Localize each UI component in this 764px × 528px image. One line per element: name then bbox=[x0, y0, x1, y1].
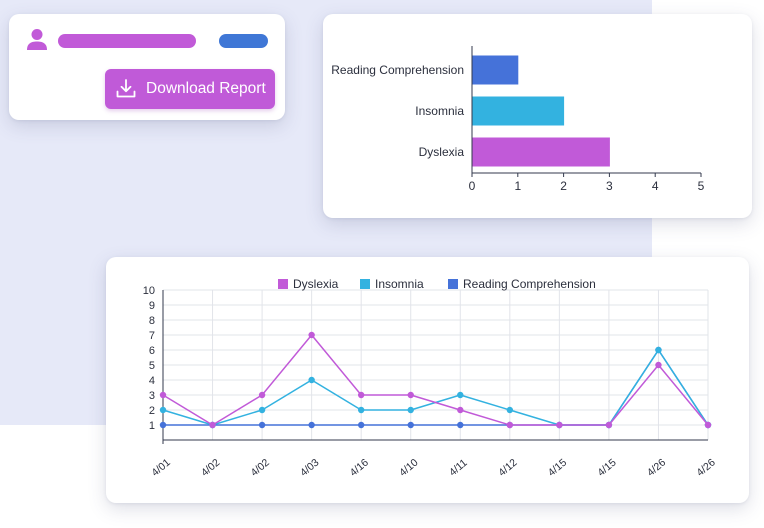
data-point bbox=[159, 421, 167, 429]
line-y-tick-label: 8 bbox=[149, 315, 155, 327]
data-point bbox=[258, 406, 266, 414]
line-y-tick-label: 9 bbox=[149, 300, 155, 312]
bar-x-tick-label: 5 bbox=[698, 179, 705, 193]
series-line-reading-comprehension bbox=[163, 349, 709, 426]
bar-x-tick-label: 1 bbox=[514, 179, 521, 193]
legend-swatch bbox=[278, 279, 288, 289]
line-x-tick-label: 4/26 bbox=[694, 456, 717, 478]
bar-x-tick-label: 4 bbox=[652, 179, 659, 193]
line-x-tick-label: 4/12 bbox=[496, 456, 519, 478]
data-point bbox=[357, 406, 365, 414]
line-x-tick-label: 4/01 bbox=[149, 456, 172, 478]
bar-chart: Reading Comprehension Insomnia Dyslexia 0 1 2… bbox=[331, 46, 705, 193]
data-point bbox=[159, 406, 167, 414]
bar bbox=[472, 96, 565, 126]
data-point bbox=[655, 361, 662, 369]
user-icon bbox=[27, 29, 47, 50]
data-point bbox=[258, 391, 266, 399]
data-point bbox=[407, 421, 414, 429]
user-status-pill bbox=[219, 34, 268, 48]
data-point bbox=[556, 421, 563, 429]
line-x-tick-label: 4/02 bbox=[248, 456, 271, 478]
data-point bbox=[357, 391, 365, 399]
series-line-dyslexia bbox=[162, 334, 709, 426]
line-x-tick-label: 4/15 bbox=[595, 456, 618, 478]
user-card: Download Report bbox=[9, 14, 285, 120]
data-point bbox=[605, 421, 613, 429]
bar-category-label: Dyslexia bbox=[419, 145, 465, 159]
line-chart-card: 1 2 3 4 5 6 7 8 9 10 4/01 4/02 4/02 4/03 4/16 4/10 4/11 4… bbox=[106, 257, 749, 503]
user-name-placeholder bbox=[58, 34, 196, 48]
data-point bbox=[506, 406, 514, 414]
legend-swatch bbox=[448, 279, 458, 289]
legend-label: Dyslexia bbox=[293, 277, 339, 291]
data-point bbox=[258, 421, 266, 429]
line-x-tick-label: 4/15 bbox=[546, 456, 569, 478]
download-report-label: Download Report bbox=[146, 80, 266, 97]
legend-label: Insomnia bbox=[375, 277, 424, 291]
line-y-tick-label: 7 bbox=[149, 330, 155, 342]
line-x-tick-label: 4/03 bbox=[298, 456, 321, 478]
data-point bbox=[357, 421, 365, 429]
bar-x-tick-label: 2 bbox=[560, 179, 567, 193]
line-y-tick-label: 3 bbox=[149, 390, 155, 402]
data-point bbox=[308, 331, 315, 339]
bar bbox=[472, 137, 610, 167]
data-point bbox=[457, 391, 464, 399]
bar-x-tick-label: 3 bbox=[606, 179, 613, 193]
data-point bbox=[407, 406, 414, 414]
download-report-button[interactable]: Download Report bbox=[105, 69, 275, 109]
data-point bbox=[506, 421, 514, 429]
download-icon bbox=[116, 79, 136, 98]
line-y-tick-label: 5 bbox=[149, 360, 155, 372]
line-y-tick-label: 2 bbox=[149, 405, 155, 417]
line-chart: 1 2 3 4 5 6 7 8 9 10 4/01 4/02 4/02 4/03 4/16 4/10 4/11 4… bbox=[143, 277, 718, 479]
legend-label: Reading Comprehension bbox=[463, 277, 596, 291]
line-y-tick-label: 6 bbox=[149, 345, 155, 357]
bar-category-label: Reading Comprehension bbox=[331, 63, 464, 77]
line-x-tick-label: 4/16 bbox=[348, 456, 371, 478]
line-x-tick-label: 4/02 bbox=[199, 456, 222, 478]
legend-swatch bbox=[360, 279, 370, 289]
line-y-tick-label: 4 bbox=[149, 375, 155, 387]
data-point bbox=[159, 391, 167, 399]
data-point bbox=[407, 391, 414, 399]
data-point bbox=[457, 421, 464, 429]
series-line-insomnia bbox=[162, 349, 709, 426]
bar-category-label: Insomnia bbox=[415, 104, 464, 118]
bar bbox=[472, 55, 519, 85]
bar-chart-card: Reading Comprehension Insomnia Dyslexia 0 1 2… bbox=[323, 14, 752, 218]
line-x-tick-label: 4/11 bbox=[447, 457, 470, 479]
line-x-tick-label: 4/26 bbox=[645, 456, 668, 478]
data-point bbox=[457, 406, 464, 414]
data-point bbox=[704, 421, 712, 429]
line-y-tick-label: 1 bbox=[149, 420, 155, 432]
data-point bbox=[209, 421, 216, 429]
bar-x-tick-label: 0 bbox=[469, 179, 476, 193]
line-y-tick-label: 10 bbox=[143, 285, 155, 297]
data-point bbox=[308, 376, 315, 384]
line-x-tick-label: 4/10 bbox=[397, 456, 420, 478]
data-point bbox=[308, 421, 315, 429]
data-point bbox=[655, 346, 662, 354]
